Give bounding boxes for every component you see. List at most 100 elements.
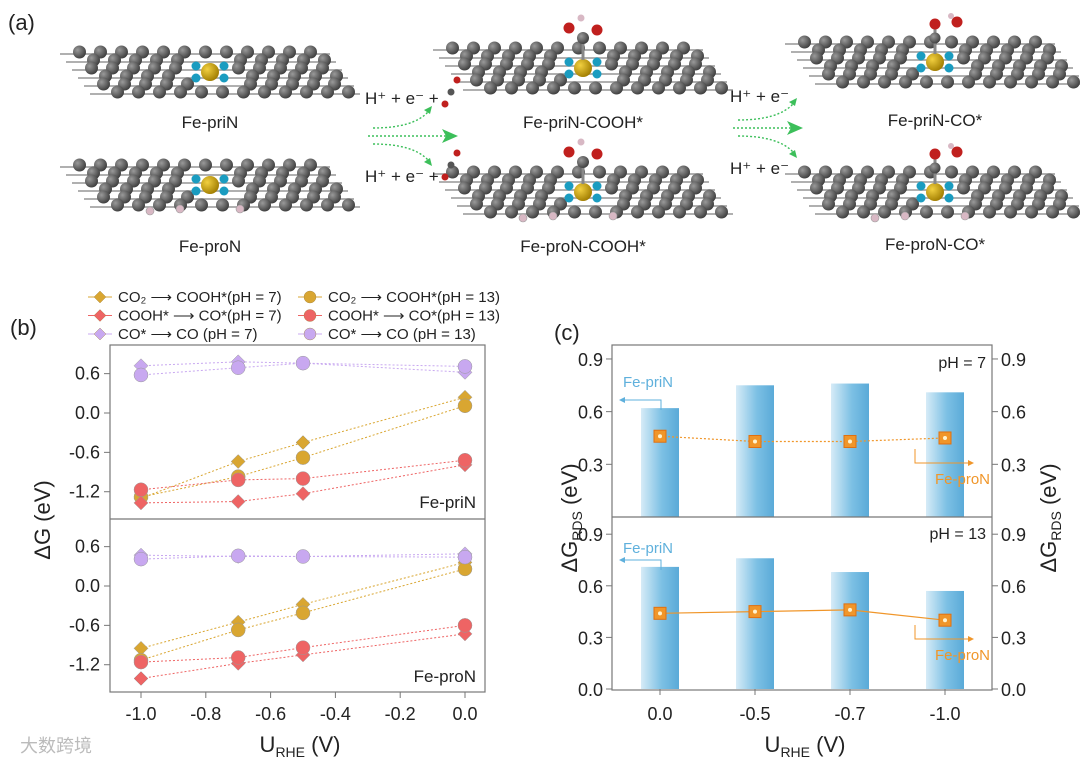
panel-b: (b) CO₂ ⟶ COOH*(pH = 7) CO₂ ⟶ COOH*(pH = … [10,289,500,760]
hydrogen-atom [960,211,970,221]
carbon-atom [1025,75,1038,89]
x-tick-label: -0.7 [834,704,865,724]
data-point-circle [457,452,473,468]
nitrogen-atom [916,193,926,203]
nitrogen-atom [564,193,574,203]
carbon-atom [593,165,606,179]
carbon-atom [610,81,623,95]
carbon-atom [85,61,98,75]
arrow-left-icon [622,559,662,570]
y-tick-label-right: 0.0 [1001,680,1026,700]
x-tick-label: -0.4 [320,704,351,724]
hydrogen-atom [870,213,880,223]
legend-entry: COOH* ⟶ CO*(pH = 7) [88,308,282,325]
data-point-circle [295,605,311,621]
carbon-atom [1046,205,1059,219]
y-tick-label-right: 0.6 [1001,577,1026,597]
carbon-atom [941,205,954,219]
data-point-diamond [133,671,149,686]
carbon-atom [484,81,497,95]
data-point-center [943,618,947,623]
x-axis-title: URHE (V) [260,732,341,760]
series-line [140,568,466,661]
data-point-diamond [295,435,311,450]
annotation-fe-prin: Fe-priN [623,374,673,391]
carbon-atom [97,190,110,204]
reaction-arrow-icon [368,106,458,166]
bar-fe-prin [831,383,869,517]
data-point-center [753,439,757,444]
data-point-circle [133,482,149,498]
nitrogen-atom [564,181,574,191]
y-tick-label-right: 0.6 [1001,403,1026,423]
iron-atom [926,183,944,201]
bar-fe-prin [926,590,964,689]
y-tick-label-left: 0.3 [578,455,603,475]
y-axis-title: ΔG (eV) [30,480,55,559]
legend-entry: COOH* ⟶ CO*(pH = 13) [298,308,500,325]
carbon-atom [232,61,245,75]
carbon-atom [153,85,166,99]
carbon-atom [605,181,618,195]
reaction-step2-top: H⁺ + e⁻ [730,87,789,106]
carbon-atom [85,174,98,188]
structure-fe-pron: Fe-proN [60,158,360,256]
carbon-atom [822,67,835,81]
carbon-atom [568,205,581,219]
x-tick-label: -0.6 [255,704,286,724]
bar-fe-prin [736,558,774,689]
water-oxygen-atom [951,146,963,158]
carbon-atom [957,51,970,65]
carbon-atom [321,198,334,212]
panel-a-label: (a) [8,10,35,35]
carbon-atom [73,45,86,59]
arrowhead-icon [968,460,974,466]
carbon-atom [195,198,208,212]
series-line [140,396,466,499]
legend-entry: CO₂ ⟶ COOH*(pH = 7) [88,289,282,306]
iron-atom [201,63,219,81]
data-point-circle [457,359,473,374]
bar-fe-prin [926,392,964,517]
arrow-right-icon [914,449,970,464]
nitrogen-atom [191,61,201,71]
nitrogen-atom [219,174,229,184]
subplot-label: Fe-proN [414,667,476,686]
hydrogen-atom [948,143,954,149]
oxygen-atom [591,148,603,160]
iron-atom [926,53,944,71]
nitrogen-atom [191,186,201,196]
structure-fe-prin: Fe-priN [60,45,360,132]
series-line [140,624,466,663]
y-tick-label-right: 0.9 [1001,350,1026,370]
reaction-arrow-icon [733,98,803,158]
arrowhead-icon [619,397,625,403]
hydrogen-atom [608,211,618,221]
data-point-circle [457,618,473,633]
carbon-atom [111,85,124,99]
carbon-atom [694,81,707,95]
x-tick-label: -1.0 [125,704,156,724]
hydrogen-atom [900,211,910,221]
nitrogen-atom [592,181,602,191]
bar-fe-prin [831,572,869,689]
carbon-atom [836,205,849,219]
x-tick-label: -0.5 [739,704,770,724]
series-line [140,459,466,491]
carbon-atom [132,85,145,99]
data-point-circle [457,549,473,565]
data-point-circle [295,471,311,486]
carbon-atom [857,205,870,219]
carbon-atom [505,205,518,219]
data-point-center [848,439,852,444]
y-tick-label-left: 0.6 [578,403,603,423]
arrowhead-icon [968,636,974,642]
series-line [140,405,466,498]
carbon-atom [470,197,483,211]
carbon-atom [73,158,86,172]
iron-atom [201,176,219,194]
y-tick-label: -1.2 [69,482,100,502]
carbon-atom [715,81,728,95]
panel-c-label: (c) [554,320,580,345]
y-axis-title-left: ΔGRDS (eV) [557,463,585,572]
